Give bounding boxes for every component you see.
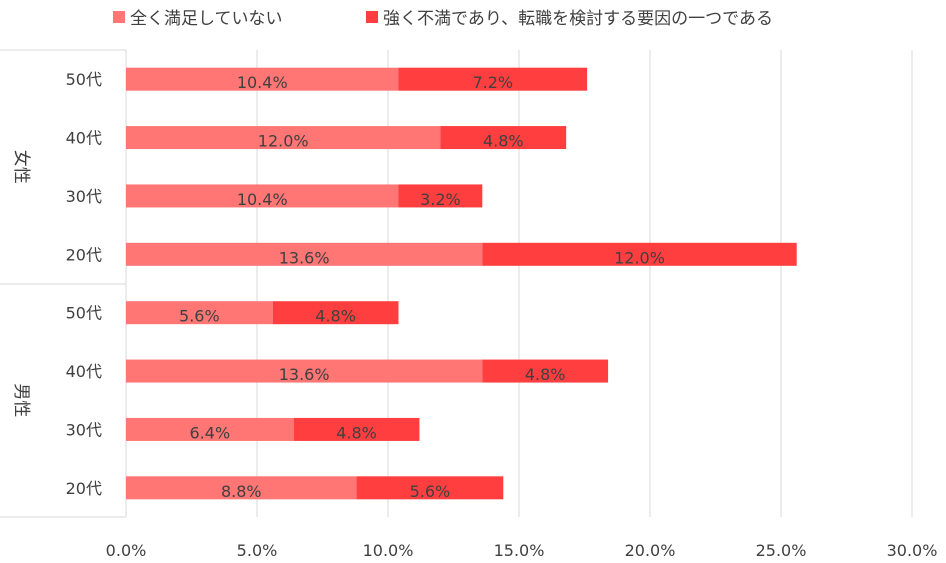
data-label: 4.8% [525, 365, 566, 384]
x-tick-label: 25.0% [756, 541, 807, 560]
x-tick-label: 5.0% [237, 541, 278, 560]
legend-label: 全く満足していない [130, 9, 283, 29]
x-tick-label: 0.0% [106, 541, 147, 560]
data-label: 3.2% [420, 190, 461, 209]
data-label: 6.4% [190, 423, 231, 442]
x-tick-label: 15.0% [494, 541, 545, 560]
data-label: 4.8% [315, 307, 356, 326]
legend-swatch [113, 11, 125, 23]
x-tick-label: 20.0% [625, 541, 676, 560]
data-label: 4.8% [483, 132, 524, 151]
category-label: 30代 [66, 420, 102, 439]
legend-label: 強く不満であり、転職を検討する要因の一つである [383, 9, 773, 29]
category-label: 40代 [66, 362, 102, 381]
category-label: 50代 [66, 304, 102, 323]
bar-segment [126, 126, 441, 150]
data-label: 4.8% [336, 423, 377, 442]
bar-segment [126, 359, 483, 383]
bar-segment [126, 476, 357, 500]
category-label: 20代 [66, 479, 102, 498]
bar-segment [293, 417, 420, 441]
category-label: 40代 [66, 129, 102, 148]
data-label: 5.6% [410, 482, 451, 501]
category-label: 50代 [66, 70, 102, 89]
bar-segment [440, 126, 567, 150]
bar-segment [126, 67, 399, 91]
data-label: 10.4% [237, 73, 288, 92]
data-label: 5.6% [179, 307, 220, 326]
category-label: 30代 [66, 187, 102, 206]
group-label: 男性 [11, 383, 31, 417]
data-label: 13.6% [279, 248, 330, 267]
bar-segment [126, 301, 273, 325]
bar-segment [482, 242, 797, 266]
data-label: 10.4% [237, 190, 288, 209]
legend-swatch [366, 11, 378, 23]
bar-segment [398, 67, 588, 91]
bar-segment [126, 184, 399, 208]
bar-segment [482, 359, 609, 383]
bar-segment [126, 417, 294, 441]
bar-segment [126, 242, 483, 266]
data-label: 12.0% [614, 248, 665, 267]
group-label: 女性 [11, 150, 31, 184]
x-tick-label: 10.0% [363, 541, 414, 560]
x-tick-label: 30.0% [887, 541, 938, 560]
category-label: 20代 [66, 245, 102, 264]
bar-segment [356, 476, 504, 500]
data-label: 13.6% [279, 365, 330, 384]
data-label: 7.2% [472, 73, 513, 92]
data-label: 8.8% [221, 482, 262, 501]
bar-segment [398, 184, 483, 208]
data-label: 12.0% [258, 132, 309, 151]
bar-segment [272, 301, 399, 325]
